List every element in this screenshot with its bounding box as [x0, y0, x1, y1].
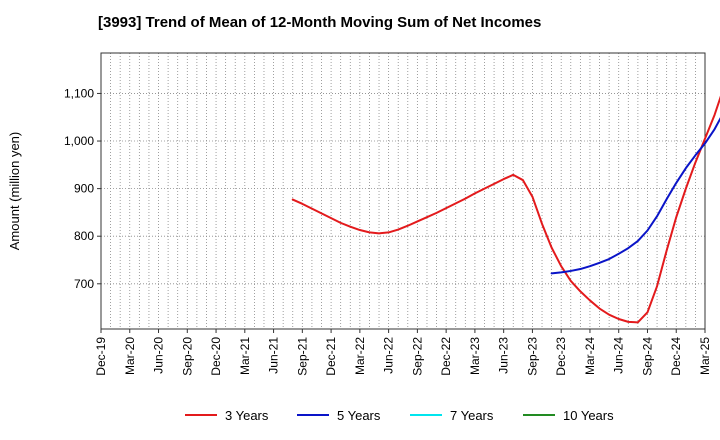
legend-label: 7 Years — [450, 408, 494, 423]
y-axis-label: Amount (million yen) — [7, 132, 22, 251]
y-tick-label: 1,000 — [64, 134, 94, 148]
x-tick-label: Sep-22 — [410, 337, 424, 376]
legend-label: 10 Years — [563, 408, 614, 423]
y-tick-label: 800 — [74, 229, 94, 243]
x-tick-label: Mar-21 — [238, 337, 252, 375]
series-line-5-years — [550, 117, 720, 275]
x-tick-label: Mar-22 — [353, 337, 367, 375]
grid-lines — [101, 53, 705, 329]
x-tick-label: Jun-24 — [612, 337, 626, 374]
y-tick-label: 900 — [74, 182, 94, 196]
x-tick-label: Dec-24 — [669, 337, 683, 376]
x-tick-label: Jun-21 — [267, 337, 281, 374]
x-tick-label: Jun-20 — [152, 337, 166, 374]
series-line-3-years — [291, 95, 720, 324]
x-tick-label: Sep-21 — [295, 337, 309, 376]
chart-title: [3993] Trend of Mean of 12-Month Moving … — [98, 14, 542, 31]
x-tick-label: Dec-23 — [554, 337, 568, 376]
x-tick-label: Dec-20 — [209, 337, 223, 376]
x-tick-label: Mar-24 — [583, 337, 597, 375]
legend-label: 3 Years — [225, 408, 269, 423]
legend-label: 5 Years — [337, 408, 381, 423]
x-tick-label: Mar-23 — [468, 337, 482, 375]
series-lines — [291, 95, 720, 324]
x-tick-label: Jun-22 — [382, 337, 396, 374]
x-tick-label: Dec-22 — [439, 337, 453, 376]
x-tick-label: Mar-20 — [123, 337, 137, 375]
y-tick-label: 1,100 — [64, 86, 94, 100]
x-tick-label: Dec-19 — [94, 337, 108, 376]
x-tick-label: Sep-23 — [525, 337, 539, 376]
x-tick-label: Dec-21 — [324, 337, 338, 376]
x-tick-label: Sep-24 — [640, 337, 654, 376]
plot-area-frame — [100, 52, 706, 330]
legend: 3 Years 5 Years 7 Years 10 Years — [185, 408, 614, 423]
y-axis-ticks: 700 800 900 1,000 1,100 — [64, 86, 101, 291]
x-axis-ticks: Dec-19 Mar-20 Jun-20 Sep-20 Dec-20 Mar-21 Jun-… — [94, 329, 712, 376]
x-tick-label: Mar-25 — [698, 337, 712, 375]
y-tick-label: 700 — [74, 277, 94, 291]
x-tick-label: Sep-20 — [180, 337, 194, 376]
x-tick-label: Jun-23 — [497, 337, 511, 374]
